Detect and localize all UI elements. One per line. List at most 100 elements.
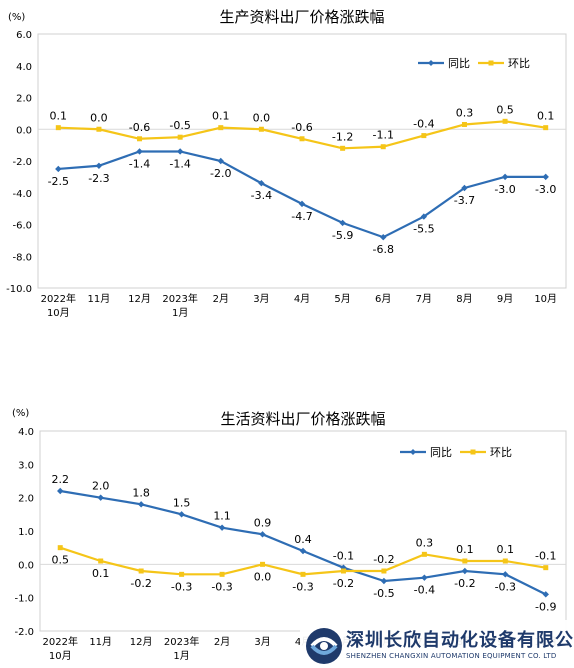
y-tick-label: -4.0 (12, 189, 32, 200)
data-label-yoy: -0.5 (373, 587, 394, 600)
legend-label-mom: 环比 (490, 446, 512, 459)
y-tick-label: -2.0 (14, 627, 34, 638)
y-tick-label: 4.0 (18, 427, 34, 438)
plot-area (39, 430, 567, 632)
data-label-mom: 0.1 (50, 110, 68, 123)
legend-marker-mom (470, 449, 476, 455)
data-label-mom: 0.3 (456, 106, 474, 119)
data-label-mom: -1.2 (332, 130, 353, 143)
data-label-yoy: -1.4 (129, 157, 150, 170)
x-tick-label: 3月 (254, 636, 270, 648)
x-tick-label: 8月 (456, 293, 472, 305)
data-label-yoy: -3.4 (251, 189, 272, 202)
data-point-yoy (136, 148, 143, 155)
data-label-yoy: -0.1 (333, 550, 354, 563)
legend-label-mom: 环比 (508, 57, 530, 70)
data-point-mom (421, 551, 427, 557)
data-label-yoy: -5.9 (332, 229, 353, 242)
company-watermark: 深圳长欣自动化设备有限公司 SHENZHEN CHANGXIN AUTOMATI… (300, 620, 574, 668)
data-label-mom: -0.4 (413, 118, 434, 131)
data-label-yoy: -0.9 (535, 600, 556, 613)
data-point-mom (300, 571, 306, 577)
data-point-yoy (95, 162, 103, 169)
y-tick-label: 2.0 (16, 94, 32, 105)
data-label-mom: 0.5 (496, 103, 514, 116)
data-label-yoy: -2.5 (48, 175, 69, 188)
data-point-mom (260, 561, 266, 567)
data-label-yoy: -5.5 (413, 223, 434, 236)
data-point-mom (219, 571, 225, 577)
data-label-mom: -0.3 (292, 580, 313, 593)
y-tick-label: -10.0 (6, 284, 32, 295)
y-tick-label: 2.0 (18, 494, 34, 505)
data-label-yoy: 0.9 (254, 516, 272, 529)
x-tick-label: 5月 (334, 293, 350, 305)
data-point-yoy (217, 157, 224, 165)
legend-label-yoy: 同比 (448, 57, 470, 70)
chart-title: 生活资料出厂价格涨跌幅 (220, 410, 385, 428)
y-tick-label: -2.0 (12, 157, 32, 168)
data-point-mom (462, 558, 468, 564)
data-point-mom (57, 545, 63, 551)
data-label-mom: 0.3 (416, 536, 434, 549)
data-label-mom: -0.5 (169, 119, 190, 132)
y-tick-label: -6.0 (12, 221, 32, 232)
data-label-yoy: -0.2 (454, 577, 475, 590)
data-label-yoy: -3.0 (535, 183, 556, 196)
data-label-mom: 0.5 (51, 554, 69, 567)
data-label-yoy: -0.4 (414, 584, 435, 597)
data-point-yoy (380, 234, 387, 241)
x-tick-label: 2023年 1月 (164, 635, 199, 662)
y-tick-label: -8.0 (12, 252, 32, 263)
data-label-mom: -0.6 (291, 121, 312, 134)
x-tick-label: 6月 (375, 293, 391, 305)
y-axis-unit: (%) (8, 12, 25, 23)
data-label-mom: 0.0 (254, 570, 272, 583)
data-label-yoy: -1.4 (169, 157, 190, 170)
legend-marker-yoy (428, 60, 434, 66)
x-tick-label: 2月 (214, 636, 230, 648)
data-label-mom: 0.1 (456, 543, 474, 556)
data-label-yoy: -2.0 (210, 167, 231, 180)
data-label-yoy: 1.8 (132, 486, 150, 499)
y-tick-label: 1.0 (18, 527, 34, 538)
data-label-yoy: -6.8 (372, 243, 393, 256)
data-point-mom (258, 126, 264, 132)
x-tick-label: 2月 (213, 293, 229, 305)
data-point-yoy (339, 219, 346, 227)
data-point-yoy (176, 148, 184, 155)
y-tick-label: 3.0 (18, 460, 34, 471)
y-tick-label: 0.0 (18, 560, 34, 571)
data-point-mom (299, 136, 305, 142)
data-point-yoy (380, 577, 388, 585)
chart-living-materials: 生活资料出厂价格涨跌幅 (%) 4.0 3.0 2.0 1.0 0.0 -1.0 -2.0 202… (12, 408, 567, 662)
data-label-mom: 0.1 (497, 543, 515, 556)
data-label-mom: -0.3 (211, 580, 232, 593)
data-label-mom: -0.2 (130, 577, 151, 590)
data-point-yoy (501, 173, 509, 181)
data-label-yoy: -3.7 (454, 194, 475, 207)
data-label-mom: 0.1 (92, 567, 110, 580)
data-point-mom (340, 568, 346, 574)
x-tick-label: 7月 (416, 293, 432, 305)
data-point-yoy (97, 494, 104, 501)
x-tick-label: 2022年 10月 (43, 635, 78, 662)
y-axis-unit: (%) (12, 408, 29, 419)
data-point-mom (502, 118, 508, 124)
watermark-company-en: SHENZHEN CHANGXIN AUTOMATION EQUIPMENT C… (346, 652, 557, 660)
data-label-yoy: 2.2 (51, 473, 69, 486)
legend-marker-mom (488, 60, 494, 66)
data-label-yoy: -4.7 (291, 210, 312, 223)
data-point-mom (55, 125, 61, 131)
x-tick-label: 10月 (534, 293, 557, 305)
data-label-mom: -0.1 (535, 550, 556, 563)
data-label-yoy: 2.0 (92, 480, 110, 493)
changxin-logo-icon (306, 628, 342, 664)
data-label-mom: 0.1 (212, 110, 230, 123)
x-tick-label: 2022年 10月 (41, 292, 76, 319)
data-label-mom: -0.3 (171, 580, 192, 593)
data-label-yoy: 1.5 (173, 496, 191, 509)
data-label-mom: 0.1 (537, 110, 555, 123)
data-point-mom (461, 121, 467, 127)
x-tick-label: 2023年 1月 (162, 292, 197, 319)
